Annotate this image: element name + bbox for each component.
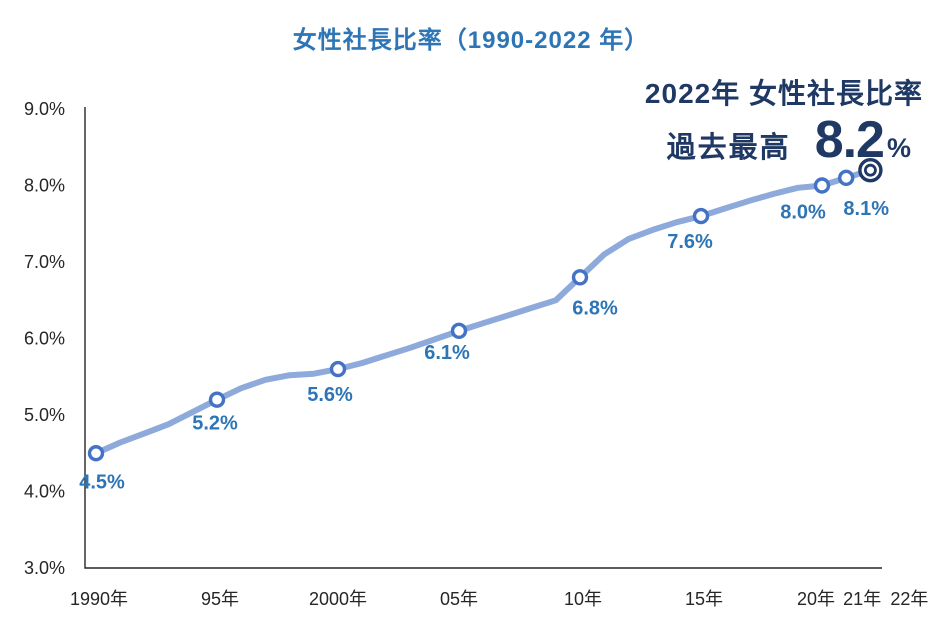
x-tick-label: 10年	[564, 589, 602, 609]
marker	[813, 177, 831, 194]
y-tick-label: 3.0%	[24, 558, 65, 578]
chart-title: 女性社長比率（1990-2022 年）	[292, 27, 650, 54]
x-tick-label: 95年	[201, 589, 239, 609]
x-tick-label: 1990年	[70, 589, 128, 609]
axes	[84, 107, 882, 569]
marker	[450, 322, 468, 340]
x-tick-label: 05年	[440, 589, 478, 609]
data-label: 5.6%	[307, 384, 353, 406]
x-tick-label: 22年	[890, 589, 928, 609]
annotation-2022: 2022年 女性社長比率 過去最高 8.2 %	[645, 72, 923, 166]
marker-highlight-inner	[864, 163, 877, 177]
marker	[692, 207, 710, 225]
marker	[329, 360, 347, 378]
x-tick-label: 2000年	[309, 589, 367, 609]
x-tick-label: 20年	[797, 589, 835, 609]
y-tick-label: 7.0%	[24, 252, 65, 272]
data-label: 5.2%	[192, 413, 238, 435]
data-label: 8.1%	[843, 198, 889, 220]
marker	[208, 391, 226, 408]
annotation-unit: %	[886, 133, 911, 163]
annotation-heading: 2022年 女性社長比率	[644, 78, 923, 109]
marker	[838, 169, 855, 187]
data-line	[93, 167, 874, 457]
y-tick-label: 9.0%	[24, 99, 65, 119]
marker	[87, 445, 105, 462]
x-tick-label: 15年	[685, 589, 723, 609]
y-tick-label: 6.0%	[24, 329, 65, 349]
y-tick-label: 5.0%	[24, 405, 65, 425]
y-tick-label: 8.0%	[24, 176, 65, 196]
annotation-value: 8.2	[814, 111, 885, 169]
x-tick-label: 21年	[843, 589, 881, 609]
data-label: 8.0%	[780, 202, 826, 224]
data-label: 6.1%	[424, 342, 470, 364]
y-tick-label: 4.0%	[24, 482, 65, 502]
annotation-record-label: 過去最高	[666, 132, 791, 164]
data-label: 7.6%	[667, 231, 713, 253]
marker	[571, 269, 589, 286]
annotation-value-row: 過去最高 8.2 %	[645, 114, 923, 166]
data-label: 6.8%	[572, 297, 618, 319]
data-label: 4.5%	[79, 471, 125, 493]
